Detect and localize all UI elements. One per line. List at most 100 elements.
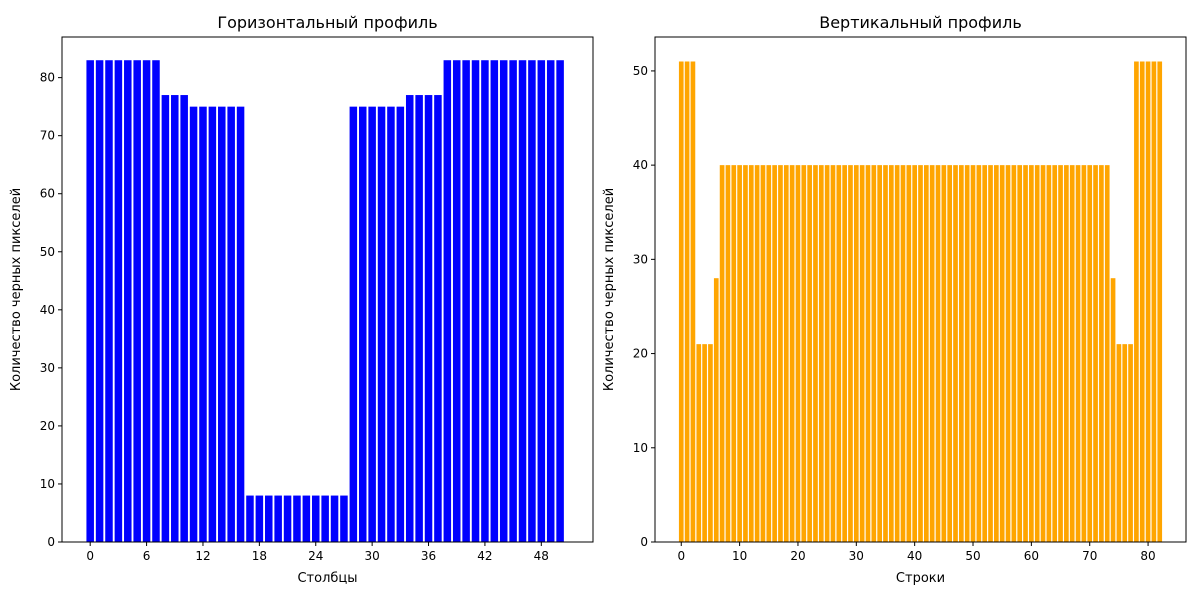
bar — [189, 106, 198, 542]
bar — [358, 106, 367, 542]
bar — [941, 165, 947, 542]
bar — [340, 495, 348, 542]
bar — [114, 60, 123, 543]
bar — [208, 106, 217, 542]
x-tick-label: 42 — [477, 549, 492, 563]
bar — [848, 165, 853, 542]
chart-title: Горизонтальный профиль — [217, 13, 437, 32]
bar — [725, 165, 731, 542]
plot-frame — [654, 36, 1187, 543]
bar — [180, 95, 188, 543]
bar — [1087, 165, 1093, 542]
bar — [311, 495, 320, 542]
bar — [912, 165, 917, 542]
bar — [772, 165, 777, 542]
bar — [246, 495, 254, 542]
bar — [199, 106, 207, 542]
bar — [499, 60, 508, 543]
x-axis-label: Строки — [896, 571, 945, 586]
bar — [368, 106, 376, 542]
bar — [293, 495, 301, 542]
y-tick-label: 10 — [633, 441, 648, 455]
bar — [1134, 61, 1139, 542]
bar — [452, 60, 461, 543]
bar — [1122, 344, 1128, 542]
bar — [982, 165, 988, 542]
bar — [883, 165, 888, 542]
bar — [152, 60, 160, 543]
bar — [462, 60, 470, 543]
bar — [171, 95, 179, 543]
bar — [255, 495, 264, 542]
x-tick-label: 20 — [790, 549, 805, 563]
x-tick-label: 0 — [677, 549, 685, 563]
y-tick-label: 0 — [47, 535, 55, 549]
x-ticks: 0 10 20 30 40 50 60 70 80 — [677, 542, 1156, 563]
bar — [696, 344, 702, 542]
bar — [789, 165, 795, 542]
x-tick-label: 70 — [1082, 549, 1097, 563]
bar — [929, 165, 935, 542]
bar — [737, 165, 742, 542]
bar — [1011, 165, 1017, 542]
bar — [86, 60, 94, 543]
plot-frame — [61, 36, 594, 543]
bar — [994, 165, 999, 542]
bar — [509, 60, 517, 543]
y-tick-label: 10 — [40, 477, 55, 491]
x-tick-label: 40 — [907, 549, 922, 563]
x-tick-label: 24 — [308, 549, 323, 563]
bar — [801, 165, 807, 542]
bar — [227, 106, 235, 542]
bar — [396, 106, 405, 542]
bar — [1046, 165, 1052, 542]
bar — [424, 95, 433, 543]
bar — [377, 106, 386, 542]
x-tick-label: 12 — [195, 549, 210, 563]
bar — [1029, 165, 1034, 542]
bar — [853, 165, 859, 542]
bar — [274, 495, 282, 542]
bar — [924, 165, 929, 542]
bar — [824, 165, 830, 542]
y-tick-label: 60 — [40, 187, 55, 201]
bar — [133, 60, 141, 543]
bar — [836, 165, 842, 542]
bar — [684, 61, 690, 542]
y-tick-label: 50 — [633, 64, 648, 78]
bar — [528, 60, 536, 543]
bar — [865, 165, 871, 542]
bar — [1145, 61, 1151, 542]
bar — [760, 165, 766, 542]
bar — [481, 60, 489, 543]
y-tick-label: 20 — [40, 419, 55, 433]
bar — [976, 165, 982, 542]
y-tick-label: 40 — [633, 158, 648, 172]
y-tick-label: 0 — [640, 535, 648, 549]
bar — [783, 165, 789, 542]
bar — [935, 165, 941, 542]
bar — [142, 60, 151, 543]
bar — [719, 165, 725, 542]
bar — [95, 60, 104, 543]
bar — [1058, 165, 1063, 542]
bar — [330, 495, 339, 542]
bar — [1081, 165, 1087, 542]
bar — [1017, 165, 1023, 542]
bar — [964, 165, 970, 542]
bar — [871, 165, 877, 542]
bar — [1093, 165, 1098, 542]
x-ticks: 0 6 12 18 24 30 36 42 48 — [86, 542, 549, 563]
bar — [1128, 344, 1133, 542]
bar — [953, 165, 958, 542]
bar — [947, 165, 953, 542]
bar — [1069, 165, 1075, 542]
x-tick-label: 60 — [1024, 549, 1039, 563]
bar — [236, 106, 245, 542]
bar — [1157, 61, 1163, 542]
bar — [731, 165, 737, 542]
bar — [766, 165, 772, 542]
bar — [708, 344, 713, 542]
x-tick-label: 80 — [1140, 549, 1155, 563]
bar — [161, 95, 170, 543]
